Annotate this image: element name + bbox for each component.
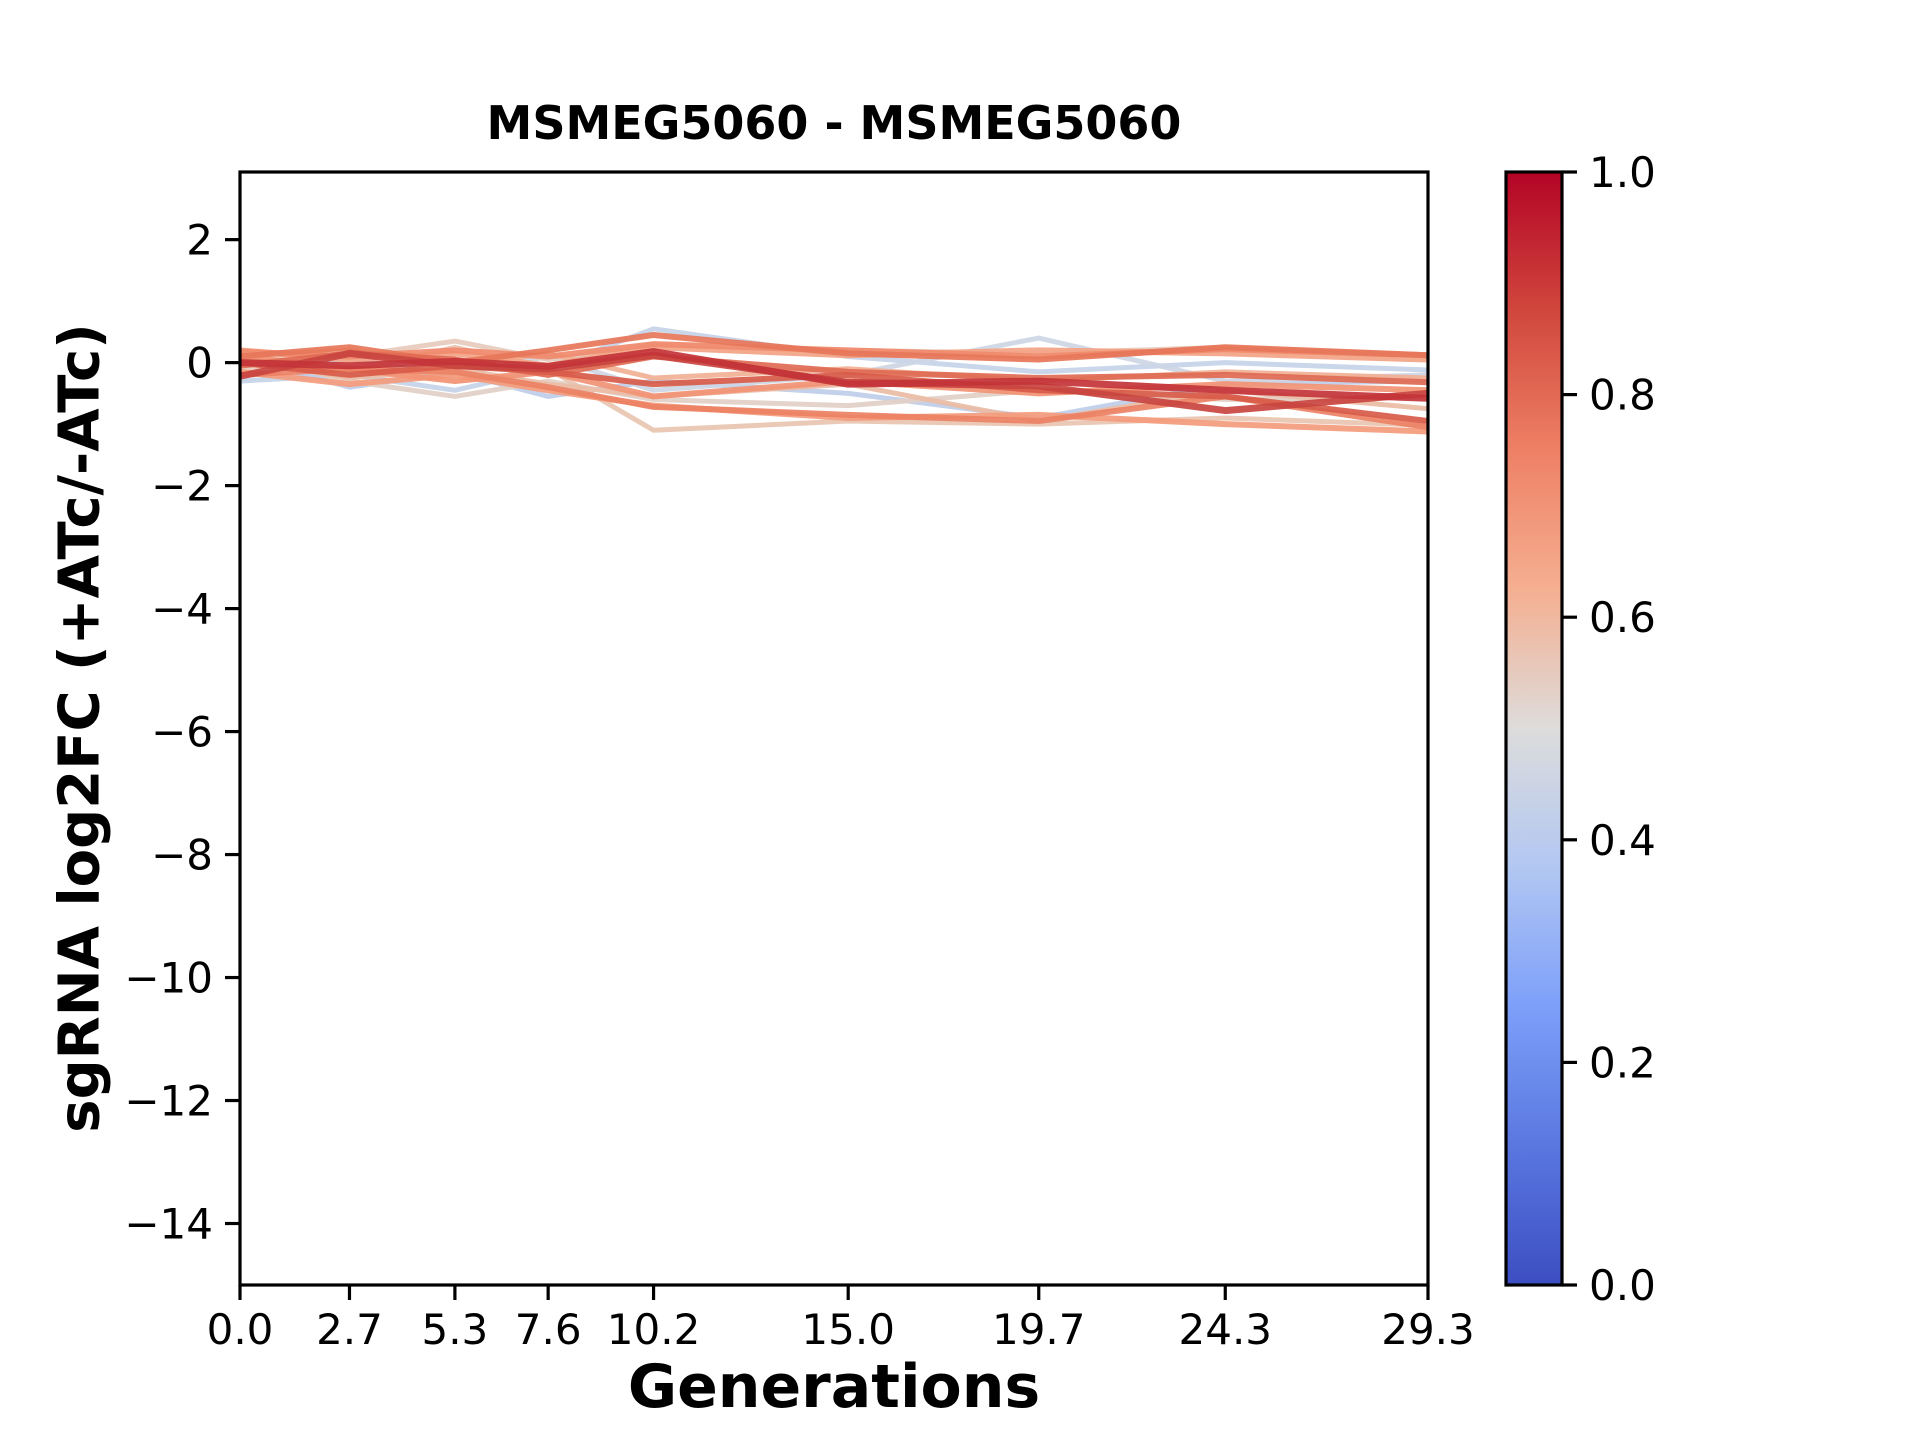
x-tick-label: 29.3 — [1381, 1305, 1475, 1354]
x-axis-ticks: 0.0 2.7 5.3 7.6 10.2 15.0 19.7 24.3 29.3 — [207, 1285, 1475, 1354]
series-lines — [240, 326, 1428, 435]
x-tick-label: 7.6 — [515, 1305, 582, 1354]
x-tick-label: 0.0 — [207, 1305, 274, 1354]
x-axis-label: Generations — [627, 1352, 1041, 1422]
plot-area-border — [238, 170, 1430, 1287]
y-tick-label: −2 — [151, 462, 213, 511]
y-tick-label: 2 — [186, 216, 213, 265]
y-axis-ticks: 2 0 −2 −4 −6 −8 −10 −12 −14 — [124, 216, 240, 1249]
colorbar-tick-label: 0.6 — [1589, 593, 1656, 642]
x-tick-label: 2.7 — [316, 1305, 383, 1354]
y-tick-label: −4 — [151, 585, 213, 634]
series-line-18 — [240, 348, 1428, 402]
series-line-17 — [240, 349, 1428, 415]
colorbar-tick-label: 0.2 — [1589, 1038, 1656, 1087]
x-tick-label: 10.2 — [607, 1305, 701, 1354]
x-tick-label: 24.3 — [1179, 1305, 1273, 1354]
series-line-16 — [240, 359, 1428, 425]
y-tick-label: −14 — [124, 1200, 213, 1249]
colorbar-tick-label: 0.8 — [1589, 371, 1656, 420]
colorbar-tick-label: 1.0 — [1589, 148, 1656, 197]
colorbar-gradient — [1504, 170, 1564, 1287]
colorbar: 1.0 0.8 0.6 0.4 0.2 0.0 — [1504, 148, 1656, 1310]
colorbar-tick-label: 0.0 — [1589, 1261, 1656, 1310]
x-tick-label: 19.7 — [992, 1305, 1086, 1354]
x-tick-label: 5.3 — [421, 1305, 488, 1354]
y-tick-label: 0 — [186, 339, 213, 388]
chart-title: MSMEG5060 - MSMEG5060 — [486, 96, 1182, 150]
y-tick-label: −12 — [124, 1077, 213, 1126]
y-tick-label: −8 — [151, 831, 213, 880]
y-axis-label: sgRNA log2FC (+ATc/-ATc) — [47, 323, 113, 1133]
colorbar-tick-label: 0.4 — [1589, 816, 1656, 865]
y-tick-label: −10 — [124, 954, 213, 1003]
y-tick-label: −6 — [151, 708, 213, 757]
series-line-14 — [240, 331, 1428, 366]
x-tick-label: 15.0 — [801, 1305, 895, 1354]
